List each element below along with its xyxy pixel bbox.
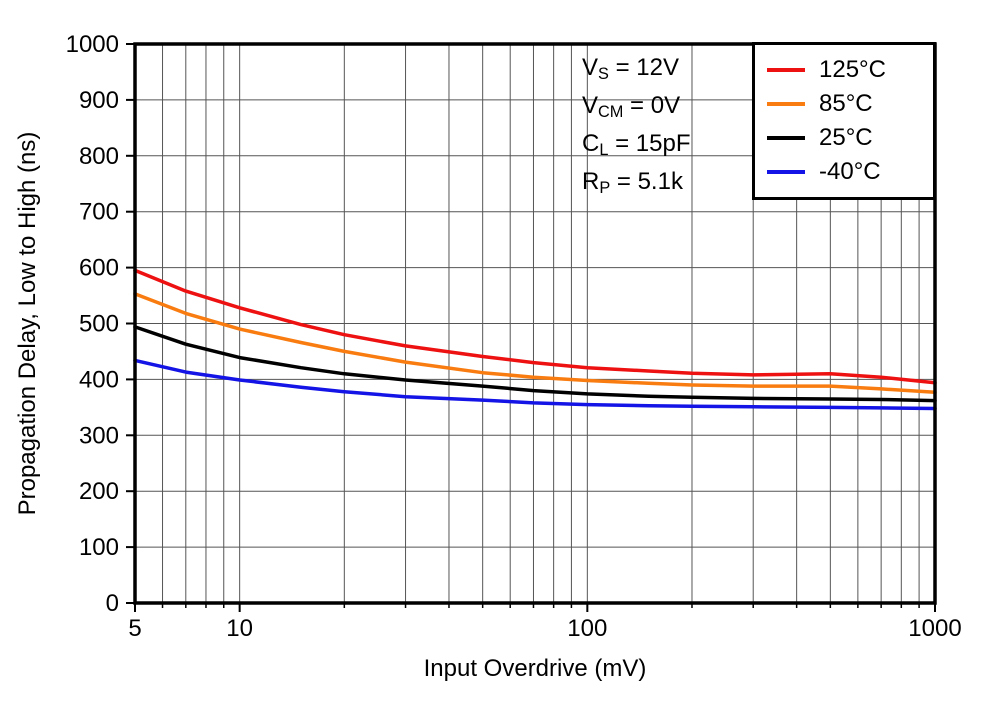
annotation-symbol: R [582,168,600,196]
annotation-value: = 0V [623,92,681,120]
legend-item-125c: 125°C [767,53,921,87]
annotation-line-vcm: VCM = 0V [582,90,690,128]
legend-item-25c: 25°C [767,121,921,155]
legend-swatch-minus40c [767,170,805,174]
svg-text:600: 600 [79,255,119,282]
legend-label: 25°C [819,124,873,151]
annotation-symbol: V [582,54,599,81]
svg-text:700: 700 [79,199,119,226]
annotation-symbol: C [582,130,600,158]
annotation-subscript: P [599,179,611,198]
svg-text:1000: 1000 [908,615,961,642]
annotation-subscript: S [598,65,609,84]
annotation-value: = 5.1k [610,168,683,196]
x-axis-label: Input Overdrive (mV) [423,655,647,682]
legend-label: -40°C [819,158,881,185]
annotation-symbol: V [582,92,599,120]
svg-text:800: 800 [79,143,119,170]
svg-text:10: 10 [226,615,253,642]
svg-text:400: 400 [79,366,119,393]
svg-text:0: 0 [106,590,119,617]
annotation-line-vs: VS = 12V [582,52,690,90]
y-axis-label: Propagation Delay, Low to High (ns) [14,131,41,516]
legend: 125°C 85°C 25°C -40°C [752,42,936,200]
svg-text:100: 100 [567,615,607,642]
conditions-annotation: VS = 12V VCM = 0V CL = 15pF RP = 5.1k [582,52,690,204]
legend-label: 85°C [819,90,873,117]
legend-swatch-25c [767,136,805,140]
svg-text:200: 200 [79,478,119,505]
annotation-line-rp: RP = 5.1k [582,166,690,204]
annotation-value: = 12V [608,54,679,81]
legend-swatch-85c [767,102,805,106]
annotation-value: = 15pF [608,130,691,158]
legend-label: 125°C [819,56,886,83]
legend-item-85c: 85°C [767,87,921,121]
svg-text:500: 500 [79,311,119,338]
legend-swatch-125c [767,68,805,72]
svg-text:5: 5 [128,615,141,642]
legend-item-minus40c: -40°C [767,155,921,189]
annotation-subscript: L [599,141,609,160]
svg-text:1000: 1000 [66,31,119,58]
annotation-subscript: CM [598,103,624,122]
svg-text:300: 300 [79,422,119,449]
annotation-line-cl: CL = 15pF [582,128,690,166]
svg-text:100: 100 [79,534,119,561]
svg-text:900: 900 [79,87,119,114]
